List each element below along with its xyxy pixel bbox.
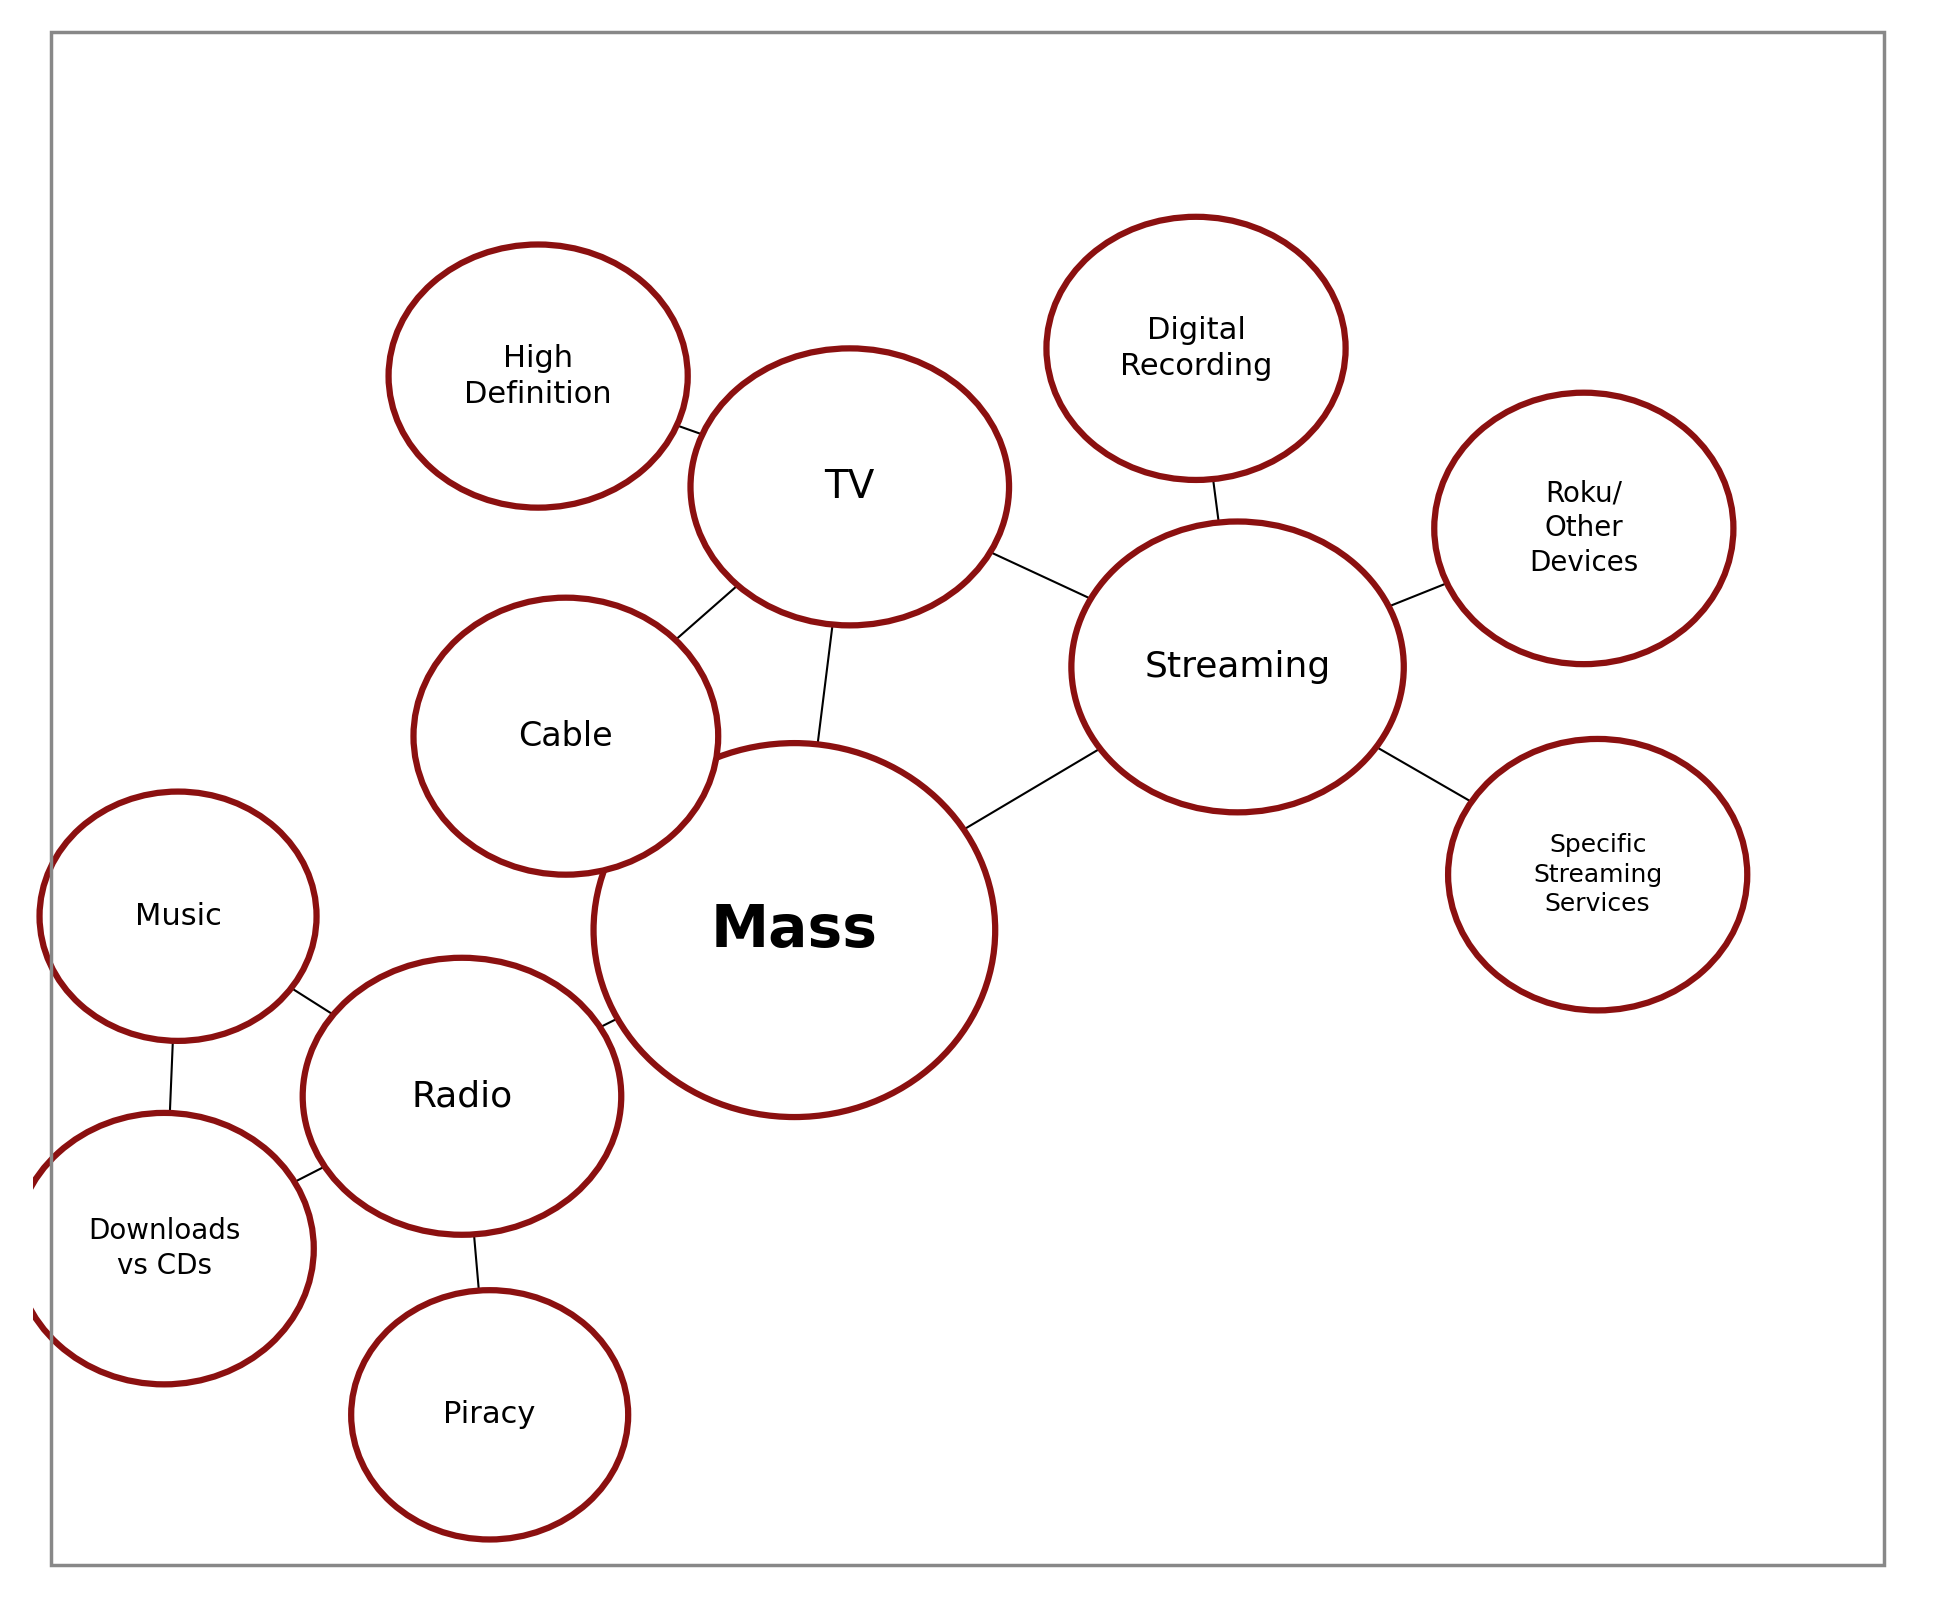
Ellipse shape [1072,522,1403,813]
Ellipse shape [350,1290,629,1540]
Text: High
Definition: High Definition [464,343,611,409]
Text: Music: Music [135,902,221,931]
Text: Digital
Recording: Digital Recording [1120,316,1271,380]
Text: Radio: Radio [412,1080,513,1113]
Text: Specific
Streaming
Services: Specific Streaming Services [1533,834,1662,917]
Text: Streaming: Streaming [1144,650,1331,684]
Text: Downloads
vs CDs: Downloads vs CDs [87,1217,240,1279]
Ellipse shape [1447,739,1747,1011]
Text: Piracy: Piracy [443,1401,536,1429]
Ellipse shape [594,743,995,1116]
Ellipse shape [414,597,718,875]
Ellipse shape [302,958,621,1234]
Ellipse shape [691,348,1008,626]
Ellipse shape [1047,217,1345,481]
Ellipse shape [1434,393,1734,664]
Text: TV: TV [824,468,875,506]
Text: Roku/
Other
Devices: Roku/ Other Devices [1529,479,1639,577]
Text: Cable: Cable [519,720,613,752]
Ellipse shape [15,1113,313,1385]
Ellipse shape [389,244,687,508]
Ellipse shape [39,792,317,1041]
Text: Mass: Mass [710,902,878,958]
